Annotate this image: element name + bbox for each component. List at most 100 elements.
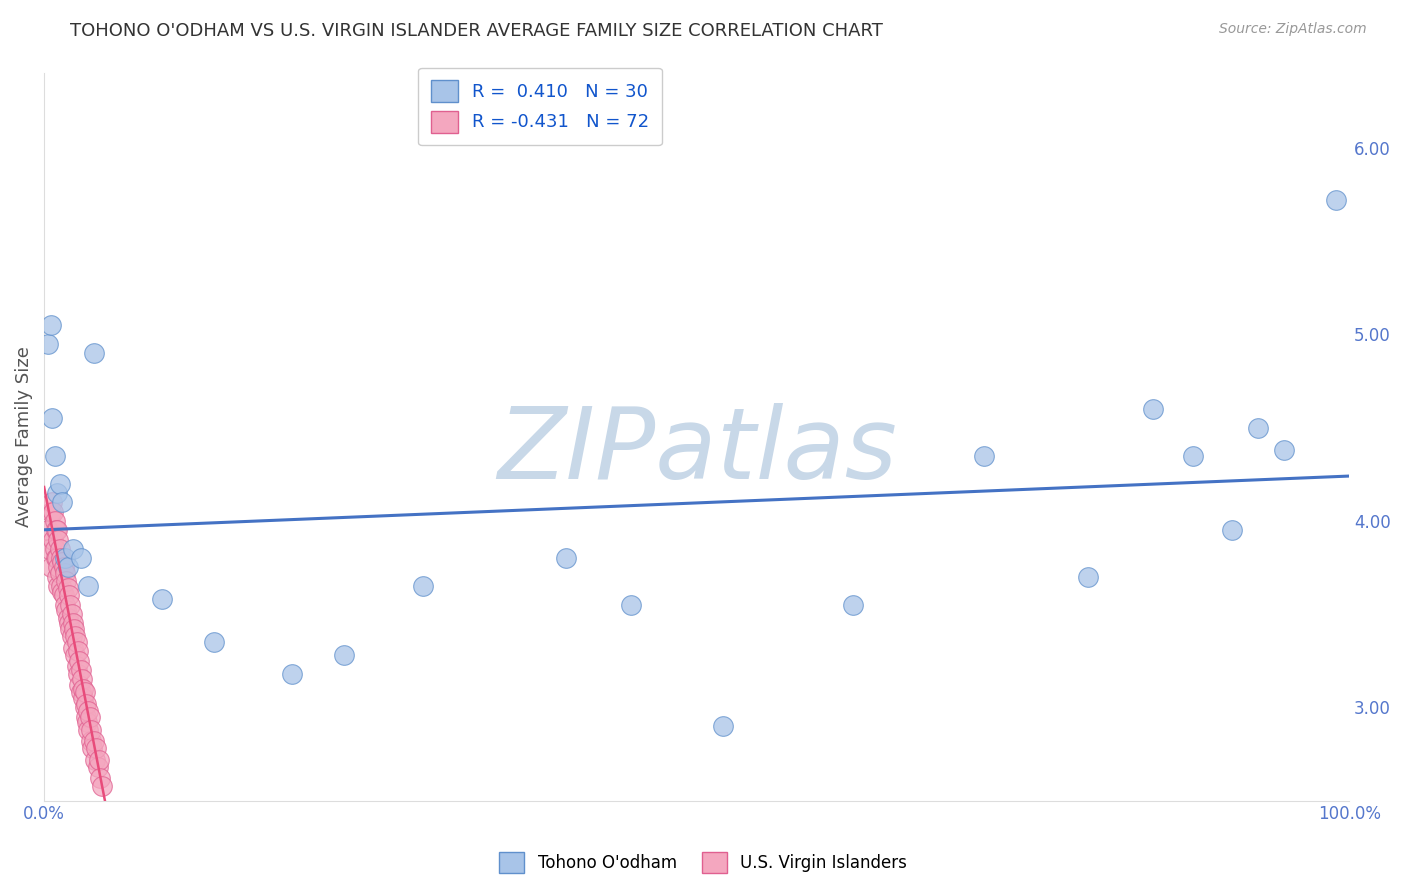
- Point: [76, 715, 98, 730]
- Point: [49, 476, 72, 491]
- Point: [37, 523, 59, 537]
- Point: [67, 666, 90, 681]
- Point: [72, 681, 94, 696]
- Point: [79, 709, 101, 723]
- Point: [49, 551, 72, 566]
- Point: [62, 541, 84, 556]
- Text: TOHONO O'ODHAM VS U.S. VIRGIN ISLANDER AVERAGE FAMILY SIZE CORRELATION CHART: TOHONO O'ODHAM VS U.S. VIRGIN ISLANDER A…: [70, 22, 883, 40]
- Point: [281, 666, 304, 681]
- Point: [65, 648, 87, 662]
- Point: [77, 579, 100, 593]
- Point: [58, 616, 80, 631]
- Point: [1181, 449, 1204, 463]
- Point: [55, 574, 77, 588]
- Point: [104, 835, 127, 849]
- Point: [42, 504, 65, 518]
- Point: [55, 603, 77, 617]
- Point: [66, 635, 89, 649]
- Point: [75, 709, 97, 723]
- Point: [46, 570, 69, 584]
- Point: [39, 560, 62, 574]
- Point: [150, 592, 173, 607]
- Point: [67, 654, 90, 668]
- Point: [202, 635, 225, 649]
- Point: [49, 579, 72, 593]
- Y-axis label: Average Family Size: Average Family Size: [15, 346, 32, 527]
- Point: [53, 598, 76, 612]
- Point: [46, 523, 69, 537]
- Point: [80, 734, 103, 748]
- Point: [842, 598, 865, 612]
- Point: [49, 541, 72, 556]
- Point: [66, 659, 89, 673]
- Point: [69, 663, 91, 677]
- Point: [44, 541, 66, 556]
- Point: [620, 598, 643, 612]
- Point: [1324, 193, 1347, 207]
- Point: [41, 411, 63, 425]
- Text: Source: ZipAtlas.com: Source: ZipAtlas.com: [1219, 22, 1367, 37]
- Point: [51, 584, 73, 599]
- Point: [60, 607, 83, 621]
- Point: [67, 678, 90, 692]
- Point: [711, 719, 734, 733]
- Point: [49, 566, 72, 580]
- Point: [83, 734, 105, 748]
- Point: [59, 598, 82, 612]
- Point: [69, 551, 91, 566]
- Point: [73, 700, 96, 714]
- Point: [87, 753, 110, 767]
- Point: [62, 640, 84, 655]
- Point: [56, 560, 79, 574]
- Point: [973, 449, 995, 463]
- Legend: R =  0.410   N = 30, R = -0.431   N = 72: R = 0.410 N = 30, R = -0.431 N = 72: [418, 68, 662, 145]
- Point: [84, 753, 107, 767]
- Point: [39, 318, 62, 332]
- Text: ZIPatlas: ZIPatlas: [496, 403, 897, 500]
- Point: [56, 611, 79, 625]
- Point: [1247, 420, 1270, 434]
- Point: [52, 560, 75, 574]
- Point: [53, 566, 76, 580]
- Point: [86, 741, 108, 756]
- Point: [86, 760, 108, 774]
- Point: [80, 723, 103, 737]
- Point: [1220, 523, 1243, 537]
- Point: [45, 551, 67, 566]
- Point: [48, 560, 70, 574]
- Point: [45, 523, 67, 537]
- Point: [1272, 442, 1295, 457]
- Point: [72, 691, 94, 706]
- Point: [53, 551, 76, 566]
- Point: [42, 533, 65, 547]
- Point: [89, 771, 111, 785]
- Point: [67, 644, 90, 658]
- Point: [1077, 570, 1099, 584]
- Point: [63, 622, 86, 636]
- Point: [62, 616, 84, 631]
- Point: [39, 504, 62, 518]
- Point: [46, 551, 69, 566]
- Point: [44, 514, 66, 528]
- Legend: Tohono O'odham, U.S. Virgin Islanders: Tohono O'odham, U.S. Virgin Islanders: [492, 846, 914, 880]
- Point: [77, 704, 100, 718]
- Point: [48, 533, 70, 547]
- Point: [82, 741, 104, 756]
- Point: [37, 336, 59, 351]
- Point: [70, 673, 93, 687]
- Point: [412, 579, 434, 593]
- Point: [333, 648, 356, 662]
- Point: [77, 723, 100, 737]
- Point: [73, 685, 96, 699]
- Point: [58, 589, 80, 603]
- Point: [51, 555, 73, 569]
- Point: [75, 697, 97, 711]
- Point: [90, 779, 112, 793]
- Point: [69, 685, 91, 699]
- Point: [65, 630, 87, 644]
- Point: [41, 495, 63, 509]
- Point: [59, 622, 82, 636]
- Point: [48, 579, 70, 593]
- Point: [38, 541, 60, 556]
- Point: [56, 581, 79, 595]
